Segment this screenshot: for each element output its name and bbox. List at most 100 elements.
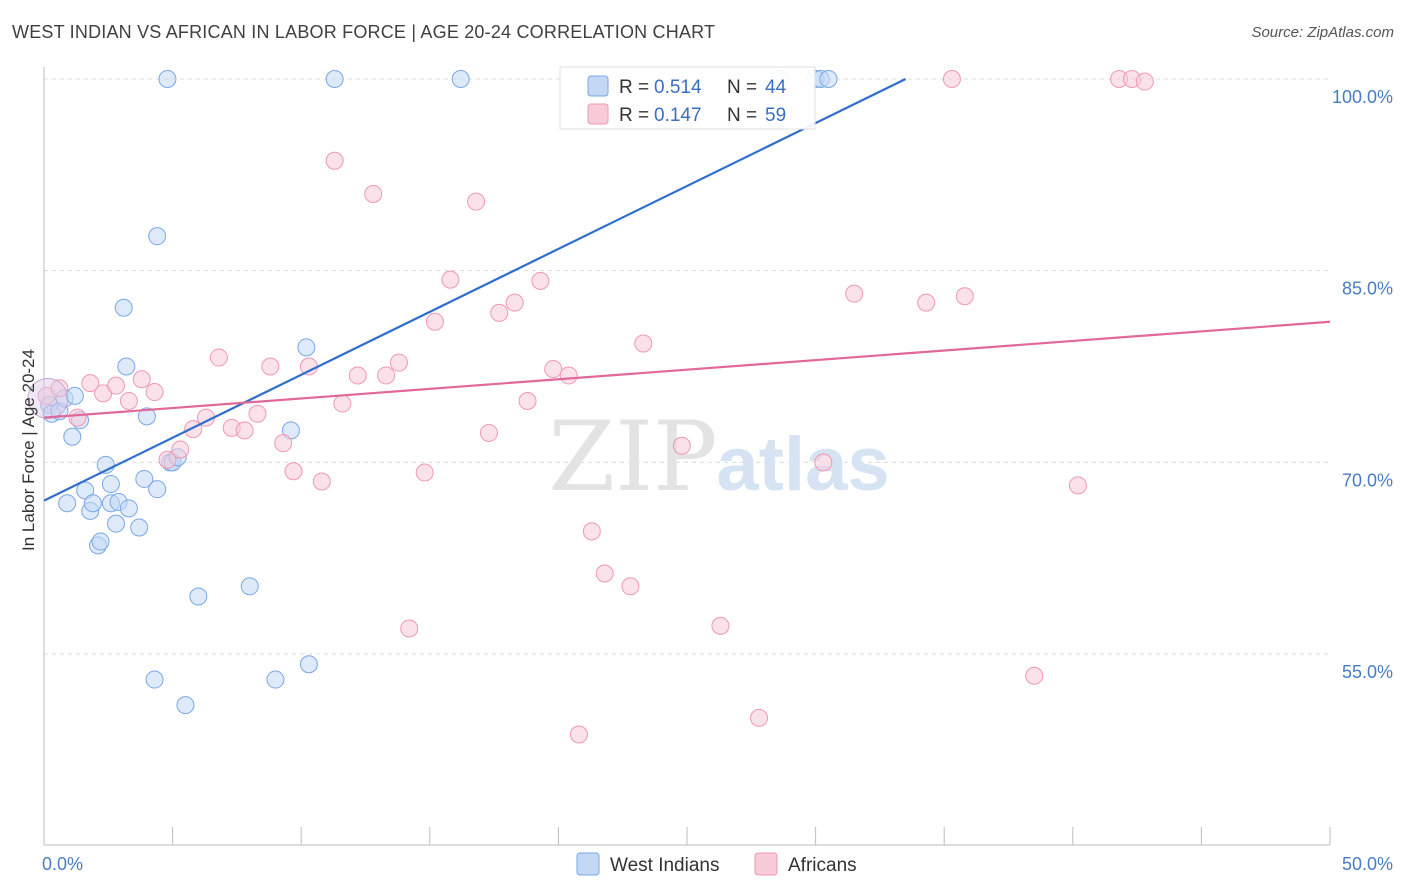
data-point <box>955 287 974 306</box>
data-point <box>312 472 331 491</box>
data-point <box>145 383 164 402</box>
data-point <box>101 475 120 494</box>
data-point <box>325 151 344 170</box>
data-point <box>145 670 164 689</box>
legend-bottom-swatch <box>754 852 778 876</box>
data-point <box>325 70 344 88</box>
trend-line <box>43 320 1331 419</box>
watermark-atlas: atlas <box>716 422 889 507</box>
legend-stats: R = 0.514 N = 44 R = 0.147 N = 59 <box>559 66 816 130</box>
watermark-zip: ZIP <box>548 401 717 513</box>
legend-swatch <box>587 103 609 125</box>
legend-n-value: 44 <box>765 77 787 98</box>
legend-n-label: N = <box>727 77 757 98</box>
data-point <box>672 436 691 455</box>
legend-swatch <box>587 75 609 97</box>
axes <box>43 67 1331 846</box>
data-point <box>425 312 444 331</box>
data-point <box>544 360 563 379</box>
data-point <box>107 376 126 395</box>
data-point <box>389 353 408 372</box>
data-point <box>114 298 133 317</box>
data-point <box>634 334 653 353</box>
data-point <box>299 655 318 674</box>
data-point <box>284 462 303 481</box>
data-point <box>582 522 601 541</box>
data-point <box>235 421 254 440</box>
watermark: ZIP atlas <box>548 401 889 513</box>
data-point <box>415 463 434 482</box>
y-tick-label: 85.0% <box>1342 279 1393 299</box>
y-tick-label: 55.0% <box>1342 662 1393 682</box>
chart-title: WEST INDIAN VS AFRICAN IN LABOR FORCE | … <box>12 22 716 42</box>
data-point <box>299 357 318 376</box>
tick-labels: 55.0% 70.0% 85.0% 100.0% 0.0% 50.0% <box>42 87 1393 874</box>
data-point <box>441 270 460 289</box>
legend-r-label: R = <box>619 105 649 126</box>
data-point <box>81 374 100 393</box>
data-point <box>451 70 470 88</box>
data-point <box>132 370 151 389</box>
data-point <box>750 708 769 727</box>
data-point <box>135 469 154 488</box>
data-point <box>1025 666 1044 685</box>
data-point <box>595 564 614 583</box>
legend-bottom-swatch <box>576 852 600 876</box>
data-point <box>479 423 498 442</box>
legend-r-label: R = <box>619 77 649 98</box>
data-point <box>711 616 730 635</box>
data-point <box>209 348 228 367</box>
data-point <box>333 394 352 413</box>
data-point <box>569 725 588 744</box>
legend-series: West Indians Africans <box>576 852 857 876</box>
data-point <box>559 366 578 385</box>
data-point <box>189 587 208 606</box>
data-point <box>240 577 259 596</box>
data-point <box>158 450 177 469</box>
data-point <box>130 518 149 537</box>
data-point <box>266 670 285 689</box>
data-point <box>261 357 280 376</box>
x-tick-label: 0.0% <box>42 854 83 874</box>
data-point <box>107 514 126 533</box>
data-point <box>845 284 864 303</box>
y-tick-label: 70.0% <box>1342 470 1393 490</box>
chart-source: Source: ZipAtlas.com <box>1251 24 1394 41</box>
data-point <box>274 434 293 453</box>
data-point <box>248 404 267 423</box>
data-point <box>505 293 524 312</box>
data-point <box>490 303 509 322</box>
data-point <box>158 70 177 88</box>
series-africans <box>37 70 1154 744</box>
legend-r-value: 0.147 <box>654 105 702 126</box>
data-point <box>176 696 195 715</box>
data-point <box>348 366 367 385</box>
trend-line <box>43 78 907 502</box>
data-point <box>297 338 316 357</box>
data-point <box>148 480 167 499</box>
data-point <box>917 293 936 312</box>
data-point <box>400 619 419 638</box>
data-point <box>119 392 138 410</box>
data-point <box>171 440 190 459</box>
legend-n-value: 59 <box>765 105 786 126</box>
legend-n-label: N = <box>727 105 757 126</box>
data-point <box>518 392 537 410</box>
data-point <box>65 386 84 405</box>
data-point <box>377 366 396 385</box>
data-point <box>148 227 167 246</box>
gridlines <box>44 78 1330 655</box>
y-axis-label-wrap: In Labor Force | Age 20-24 <box>18 300 42 600</box>
data-point <box>819 70 838 88</box>
data-point <box>942 70 961 88</box>
data-point <box>814 453 833 472</box>
data-point <box>117 357 136 376</box>
data-point <box>467 192 486 211</box>
legend-bottom-label: Africans <box>788 855 857 876</box>
trend-lines <box>43 78 1331 502</box>
data-point <box>63 427 82 446</box>
data-point <box>1068 476 1087 495</box>
y-tick-label: 100.0% <box>1332 87 1393 107</box>
data-point <box>137 407 156 426</box>
